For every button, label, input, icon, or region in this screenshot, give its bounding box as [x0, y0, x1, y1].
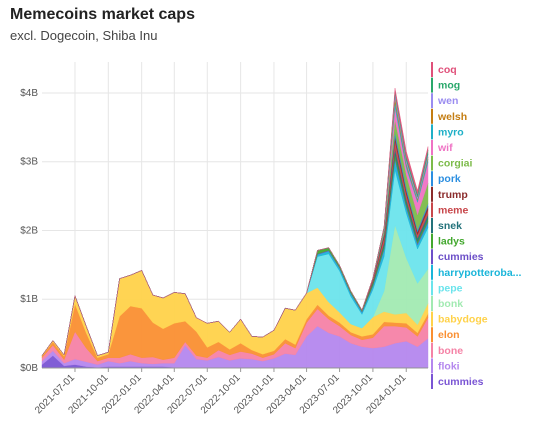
legend-label: bonk	[438, 298, 463, 310]
legend-label: welsh	[437, 111, 467, 123]
legend-label: harrypotteroba...	[438, 267, 522, 279]
legend-label: cummies	[438, 251, 484, 263]
legend-label: floki	[438, 360, 460, 372]
y-tick-label: $2B	[20, 225, 38, 236]
y-tick-label: $4B	[20, 88, 38, 99]
legend-label: pepe	[438, 282, 463, 294]
legend-label: elon	[438, 329, 460, 341]
legend-label: ladys	[438, 236, 465, 248]
y-tick-label: $1B	[20, 294, 38, 305]
chart-subtitle: excl. Dogecoin, Shiba Inu	[10, 28, 158, 43]
y-tick-label: $3B	[20, 157, 38, 168]
legend-label: snek	[438, 220, 462, 232]
legend-label: mog	[438, 80, 460, 92]
chart-title: Memecoins market caps	[10, 6, 195, 23]
legend-label: wen	[437, 95, 458, 107]
legend: coq mog wen welsh myro wif corgiai pork trump mem…	[431, 62, 522, 389]
legend-label: trump	[438, 189, 468, 201]
legend-label: bone	[438, 345, 463, 357]
legend-label: myro	[438, 126, 464, 138]
y-tick-label: $0B	[20, 363, 38, 374]
area-series	[41, 88, 429, 369]
area-series-coq	[41, 88, 429, 356]
legend-label: corgiai	[438, 158, 473, 170]
legend-label: coq	[438, 64, 457, 76]
legend-label: babydoge	[438, 314, 488, 326]
legend-label: pork	[438, 173, 461, 185]
legend-label: meme	[438, 204, 469, 216]
legend-label: wif	[437, 142, 453, 154]
legend-label: cummies	[438, 376, 484, 388]
